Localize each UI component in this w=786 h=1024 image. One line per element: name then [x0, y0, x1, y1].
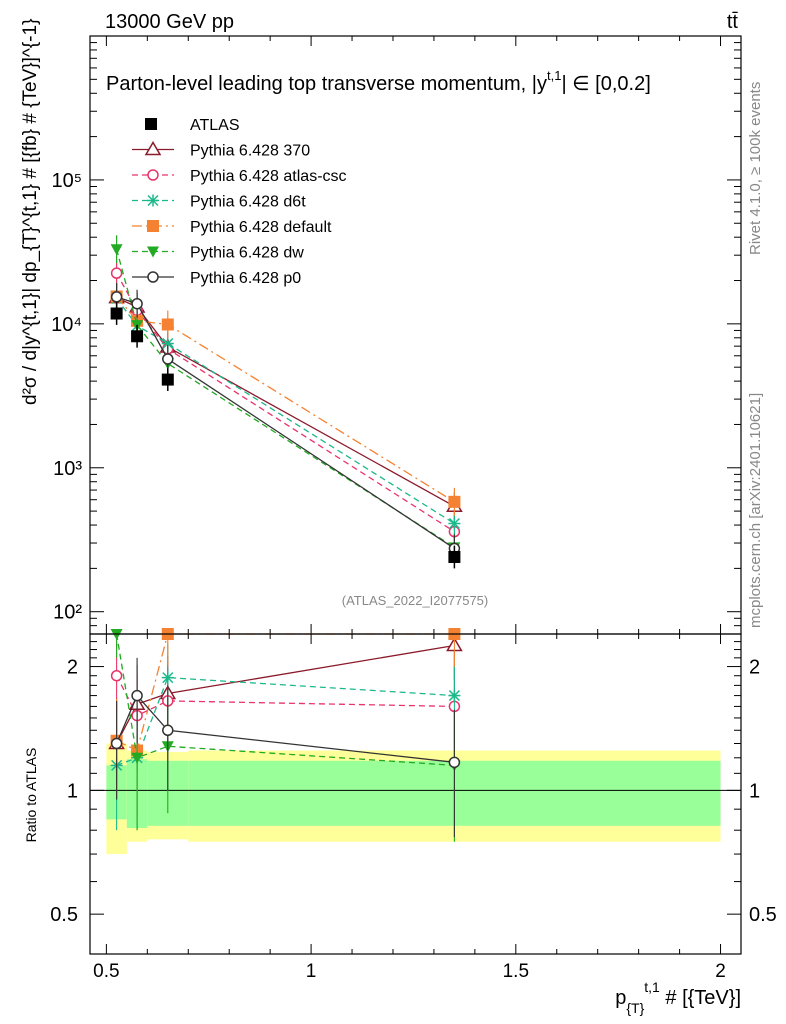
- legend-marker: [147, 220, 159, 232]
- series-line: [116, 296, 455, 550]
- series-line: [116, 297, 455, 507]
- ratio-point: [448, 756, 461, 769]
- ratio-y-label: Ratio to ATLAS: [23, 748, 39, 843]
- ratio-point: [110, 669, 123, 682]
- x-tick-label: 1: [306, 961, 317, 982]
- ratio-tick-label: 0.5: [50, 904, 78, 926]
- legend-label: Pythia 6.428 atlas-csc: [190, 168, 347, 185]
- series-line: [116, 272, 455, 533]
- ratio-marks: [90, 628, 741, 855]
- series-point: [448, 495, 461, 508]
- ratio-point: [110, 737, 123, 750]
- legend: ATLAS Pythia 6.428 370 Pythia 6.428 atlas-…: [132, 117, 347, 287]
- ratio-tick-label-right: 0.5: [749, 904, 777, 926]
- main-axes: 10² 10³ 10⁴ 10⁵: [51, 36, 741, 635]
- data-point: [110, 307, 123, 320]
- data-point: [131, 330, 144, 343]
- ratio-panel: 0.5 1 1.5 2 0.5 0.5 1 1 2 2: [50, 628, 777, 982]
- ratio-tick-label: 1: [67, 780, 78, 802]
- main-marks: [108, 235, 463, 569]
- legend-marker: [144, 141, 162, 156]
- data-point: [161, 373, 174, 386]
- series-point: [448, 517, 461, 530]
- energy-label: 13000 GeV pp: [105, 11, 234, 33]
- legend-marker: [147, 271, 159, 283]
- ratio-tick-label-right: 1: [749, 780, 760, 802]
- legend-marker: [147, 169, 159, 181]
- process-label: tt̄: [727, 11, 739, 33]
- ratio-tick-label: 2: [67, 657, 78, 679]
- ratio-series-line: [116, 644, 455, 744]
- mcplots-label: mcplots.cern.ch [arXiv:2401.10621]: [747, 393, 764, 628]
- ratio-point: [448, 689, 461, 702]
- ratio-point: [131, 752, 144, 764]
- x-tick-label: 2: [715, 961, 726, 982]
- legend-marker: [147, 246, 159, 258]
- ratio-point: [162, 724, 174, 737]
- series-point: [110, 244, 123, 256]
- legend-label: Pythia 6.428 default: [190, 219, 332, 236]
- legend-marker: [147, 194, 159, 207]
- series-point: [110, 267, 123, 279]
- legend-label: Pythia 6.428 dw: [190, 245, 304, 262]
- series-point: [110, 291, 123, 303]
- x-tick-label: 1.5: [503, 961, 529, 982]
- series-point: [161, 318, 174, 331]
- rivet-label: Rivet 4.1.0, ≥ 100k events: [747, 82, 764, 255]
- ratio-point: [161, 671, 174, 684]
- series-line: [115, 249, 455, 548]
- legend-label: Pythia 6.428 p0: [190, 270, 301, 287]
- ratio-point: [131, 689, 143, 702]
- y-tick-label: 10³: [53, 458, 82, 480]
- ratio-axes: 0.5 1 1.5 2 0.5 0.5 1 1 2 2: [50, 634, 777, 982]
- x-axis-label: p{T}t,1 # [{TeV}]: [615, 979, 741, 1016]
- legend-label: Pythia 6.428 370: [190, 143, 310, 160]
- legend-label: Pythia 6.428 d6t: [190, 194, 306, 211]
- y-tick-label: 10⁵: [51, 170, 82, 192]
- main-panel: 10² 10³ 10⁴ 10⁵ Parton-level leading top tr…: [51, 35, 742, 635]
- analysis-tag: (ATLAS_2022_I2077575): [342, 593, 488, 608]
- data-point: [448, 550, 461, 563]
- ratio-tick-label-right: 2: [749, 657, 760, 679]
- series-point: [162, 353, 174, 365]
- ratio-series-line: [116, 694, 455, 763]
- ratio-series-line: [115, 633, 455, 767]
- main-frame: [89, 35, 742, 635]
- series-line: [116, 298, 455, 525]
- x-tick-label: 0.5: [93, 961, 119, 982]
- y-axis-label: d²σ / d|y^{t,1}| dp_{T}^{t,1} # [{fb} # …: [20, 19, 41, 405]
- series-line: [116, 296, 455, 503]
- ratio-series-line: [116, 676, 455, 767]
- y-tick-label: 10²: [53, 602, 82, 624]
- ratio-frame: [89, 633, 742, 955]
- legend-label-atlas: ATLAS: [190, 117, 240, 134]
- series-point: [131, 297, 143, 310]
- y-tick-label: 10⁴: [51, 314, 82, 336]
- plot-title: Parton-level leading top transverse mome…: [106, 68, 651, 95]
- legend-marker-atlas: [145, 118, 157, 130]
